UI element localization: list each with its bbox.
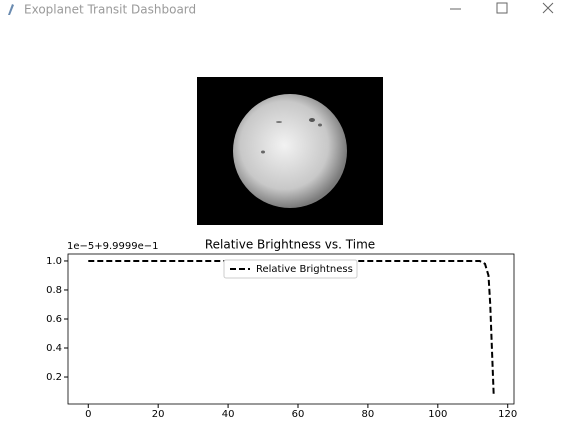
y-tick-label: 0.8 <box>46 285 62 296</box>
title-bar <box>0 0 562 20</box>
x-tick-label: 20 <box>152 409 165 420</box>
chart-title: Relative Brightness vs. Time <box>205 238 375 252</box>
x-tick-label: 0 <box>85 409 91 420</box>
x-tick-label: 60 <box>292 409 305 420</box>
offset-text: 1e−5+9.9999e−1 <box>67 241 159 252</box>
y-tick-label: 0.6 <box>46 314 62 325</box>
legend-box <box>223 259 358 279</box>
x-tick-label: 100 <box>428 409 447 420</box>
legend-label: Relative Brightness <box>256 264 353 275</box>
y-tick-label: 0.4 <box>46 343 62 354</box>
maximize-button[interactable] <box>496 2 508 14</box>
star-image <box>197 77 383 225</box>
data-line <box>88 259 495 396</box>
y-tick-label: 0.2 <box>46 372 62 383</box>
window-title: Exoplanet Transit Dashboard <box>24 3 196 17</box>
x-tick-label: 80 <box>362 409 375 420</box>
close-button[interactable] <box>542 2 554 14</box>
x-tick-label: 40 <box>222 409 235 420</box>
x-tick-label: 120 <box>498 409 517 420</box>
plot-area <box>67 253 515 405</box>
plot: 0.2 0.4 0.6 0.8 1.0 0 20 40 60 80 100 120 Relative B… <box>46 253 517 420</box>
y-tick-label: 1.0 <box>46 256 62 267</box>
app-icon <box>8 4 14 15</box>
